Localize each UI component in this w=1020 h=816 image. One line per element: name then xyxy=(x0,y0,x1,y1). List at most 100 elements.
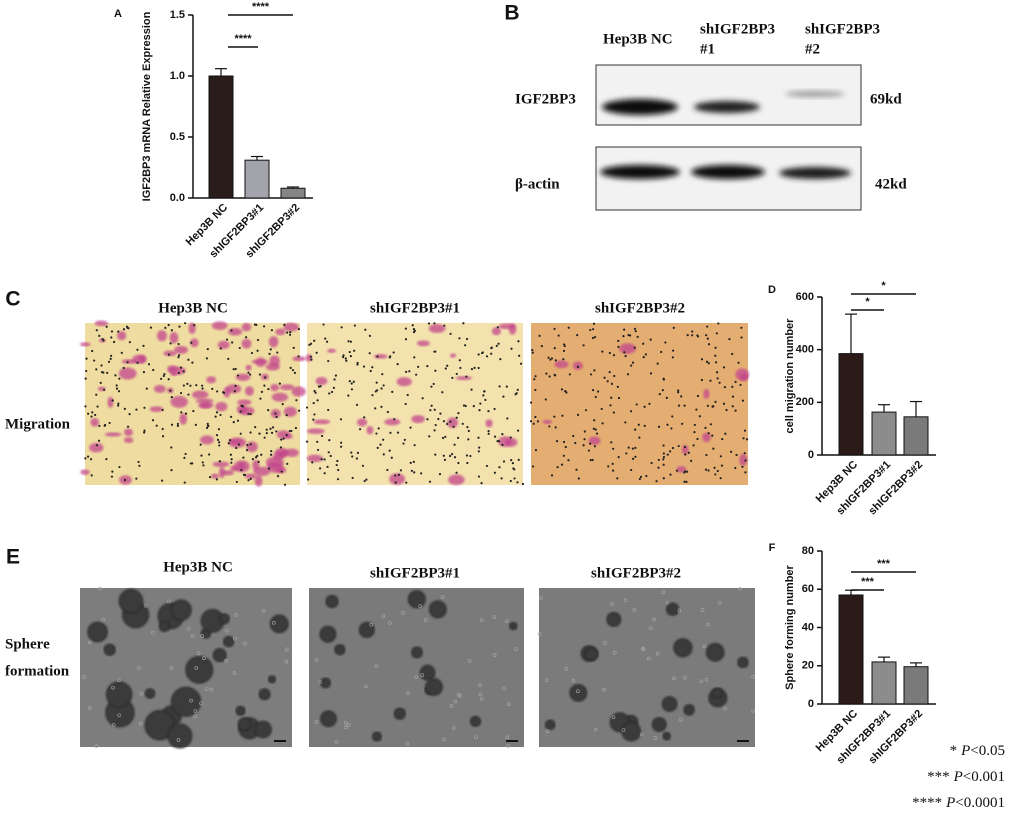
debris xyxy=(98,586,102,591)
pore xyxy=(516,388,519,391)
pore xyxy=(283,483,287,486)
pore xyxy=(501,443,504,447)
pore xyxy=(623,351,626,354)
pore xyxy=(496,326,499,329)
pore xyxy=(313,413,316,416)
pore xyxy=(509,479,512,483)
pore xyxy=(191,361,194,364)
pore xyxy=(208,475,212,479)
pore xyxy=(413,444,416,447)
debris xyxy=(111,685,115,690)
stained-cell xyxy=(273,451,284,461)
pore xyxy=(534,448,538,452)
sphere xyxy=(254,720,272,739)
stained-cell xyxy=(210,473,220,479)
pore xyxy=(677,444,680,448)
pore xyxy=(353,349,356,352)
pore xyxy=(333,378,336,381)
column-title: shIGF2BP3#1 xyxy=(370,300,460,316)
debris xyxy=(233,636,237,641)
pore xyxy=(206,422,209,425)
pore xyxy=(724,432,727,435)
pore xyxy=(550,357,554,360)
stained-cell xyxy=(270,383,280,392)
pore xyxy=(413,471,416,474)
pore xyxy=(218,460,221,463)
pore xyxy=(98,424,101,428)
pore xyxy=(340,326,343,329)
pore xyxy=(371,366,374,369)
pore xyxy=(713,466,716,470)
pore xyxy=(265,428,268,431)
pore xyxy=(95,393,98,396)
pore xyxy=(142,371,146,374)
pore xyxy=(601,350,604,353)
pore xyxy=(680,395,683,398)
pore xyxy=(329,454,332,458)
footnote: **** P<0.0001 xyxy=(912,795,1005,811)
pore xyxy=(355,403,359,406)
pore xyxy=(189,462,192,465)
pore xyxy=(328,392,331,395)
debris xyxy=(334,740,339,744)
pore xyxy=(379,443,382,446)
y-tick-label: 0 xyxy=(808,698,814,710)
pore xyxy=(201,461,204,464)
pore xyxy=(574,441,577,445)
sphere xyxy=(428,600,447,619)
pore xyxy=(406,393,409,397)
pore xyxy=(349,340,353,343)
pore xyxy=(595,432,599,435)
pore xyxy=(183,481,186,484)
pore xyxy=(649,338,652,341)
pore xyxy=(177,342,180,346)
pore xyxy=(670,427,673,430)
pore xyxy=(229,453,232,456)
pore xyxy=(323,472,326,475)
pore xyxy=(177,356,180,359)
pore xyxy=(705,360,709,363)
pore xyxy=(176,424,180,427)
pore xyxy=(735,453,738,457)
pore xyxy=(592,427,595,430)
pore xyxy=(499,358,502,361)
pore xyxy=(707,343,711,346)
stained-cell xyxy=(253,466,271,477)
debris xyxy=(117,678,121,683)
stained-cell xyxy=(123,437,134,444)
pore xyxy=(250,351,254,355)
pore xyxy=(638,477,641,481)
pore xyxy=(136,361,139,364)
pore xyxy=(327,408,330,412)
band xyxy=(694,101,760,113)
pore xyxy=(240,468,243,472)
pore xyxy=(575,468,578,471)
pore xyxy=(177,354,181,357)
pore xyxy=(267,409,270,412)
stained-cell xyxy=(327,348,337,353)
pore xyxy=(404,338,408,341)
stained-cell xyxy=(542,419,553,424)
pore xyxy=(117,390,121,393)
pore xyxy=(389,355,392,358)
pore xyxy=(642,342,645,345)
bar xyxy=(838,594,864,705)
pore xyxy=(616,477,619,480)
pore xyxy=(263,436,266,439)
debris xyxy=(544,678,549,683)
sphere xyxy=(683,704,695,716)
stained-cell xyxy=(229,465,239,472)
significance-label: * xyxy=(881,280,886,292)
pore xyxy=(356,361,359,365)
pore xyxy=(714,400,717,403)
pore xyxy=(334,374,338,377)
debris xyxy=(405,741,410,746)
pore xyxy=(555,440,559,443)
pore xyxy=(214,415,217,418)
y-axis-label: Sphere forming number xyxy=(784,564,796,689)
stained-cell xyxy=(246,441,258,453)
pore xyxy=(686,334,689,337)
debris xyxy=(101,617,106,622)
pore xyxy=(184,322,187,325)
pore xyxy=(706,325,709,328)
